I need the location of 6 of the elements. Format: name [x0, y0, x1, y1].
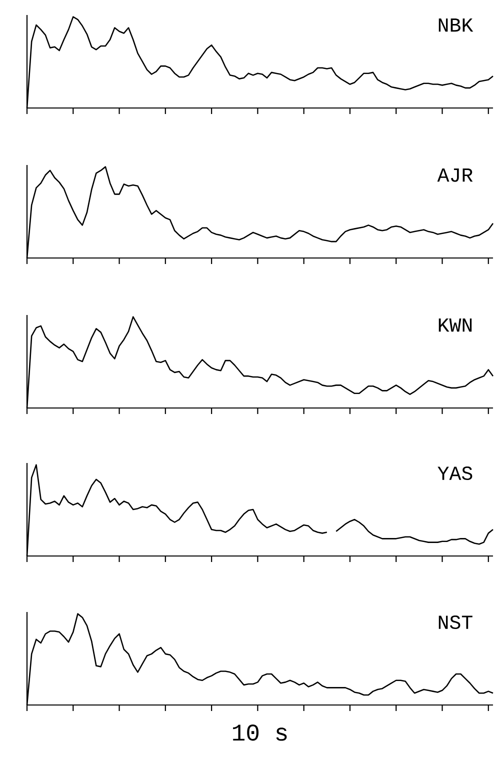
text: KWN — [438, 318, 472, 332]
text: YAS — [438, 466, 472, 480]
text: AJR — [437, 168, 473, 182]
x-axis-title: 10 s — [233, 724, 287, 741]
text: NBK — [438, 18, 474, 32]
text: NST — [438, 616, 472, 630]
